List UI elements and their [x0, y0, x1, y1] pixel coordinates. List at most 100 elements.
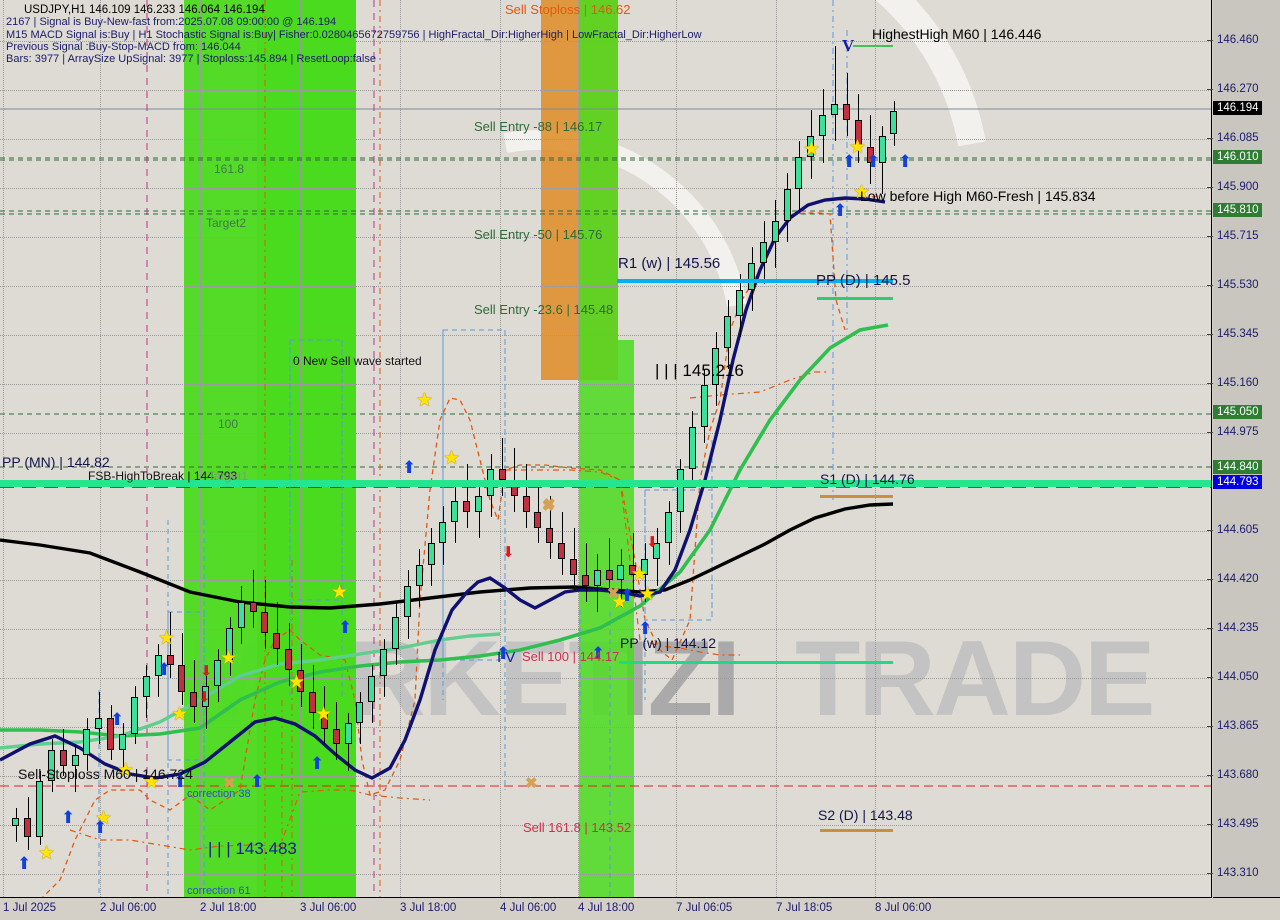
candle-body	[60, 749, 67, 766]
candle-wick	[253, 569, 254, 629]
price-tick-label: 145.530	[1217, 279, 1259, 291]
price-tick: 146.085	[1207, 132, 1259, 144]
annotation-sell-stoploss-m60: Sell-Stoploss M60 | 146.724	[18, 766, 193, 782]
time-tick-label: 3 Jul 18:00	[400, 902, 457, 914]
grid-line-vertical	[300, 0, 301, 897]
candle-body	[285, 649, 292, 671]
chart-header-line5: Bars: 3977 | ArraySize UpSignal: 3977 | …	[6, 53, 376, 66]
chart-header-line2: 2167 | Signal is Buy-New-fast from:2025.…	[6, 16, 337, 29]
price-tick-label: 143.680	[1217, 769, 1259, 781]
candle-wick	[75, 744, 76, 793]
candle-body	[689, 427, 696, 470]
candle-body	[119, 733, 126, 750]
grid-line-horizontal	[0, 629, 1211, 630]
candle-body	[724, 316, 731, 348]
candle-body	[333, 728, 340, 745]
candle-body	[701, 384, 708, 428]
r1-weekly-line	[617, 279, 893, 283]
grid-line-horizontal	[0, 384, 1211, 385]
candle-wick	[586, 543, 587, 602]
price-tick-label: 146.085	[1217, 132, 1259, 144]
price-tick: 145.715	[1207, 230, 1259, 242]
candle-body	[131, 696, 138, 734]
price-tick: 146.460	[1207, 34, 1259, 46]
time-tick-label: 3 Jul 06:00	[300, 902, 357, 914]
level-badge-145050: 145.050	[1213, 405, 1262, 419]
grid-line-horizontal	[0, 874, 1211, 875]
grid-line-horizontal	[0, 188, 1211, 189]
price-tick-label: 145.160	[1217, 377, 1259, 389]
candle-body	[534, 511, 541, 528]
grid-line-horizontal	[0, 433, 1211, 434]
grid-line-horizontal	[0, 237, 1211, 238]
logo-swoosh-1	[320, 0, 1100, 580]
candle-body	[712, 347, 719, 385]
price-tick-label: 144.975	[1217, 426, 1259, 438]
time-tick-label: 7 Jul 18:05	[776, 902, 833, 914]
annotation-fib-100: 100	[218, 417, 239, 431]
candle-body	[368, 675, 375, 703]
grid-line-horizontal	[0, 41, 1211, 42]
band-green-3	[579, 0, 618, 897]
annotation-correction-61: correction 61	[187, 885, 251, 897]
candle-body	[439, 522, 446, 544]
candle-body	[499, 469, 506, 480]
grid-line-horizontal	[0, 286, 1211, 287]
grid-line-vertical	[400, 0, 401, 897]
candle-body	[890, 111, 897, 134]
fractal-v-glyph: V	[842, 36, 855, 55]
candle-wick	[538, 479, 539, 544]
candle-body	[523, 495, 530, 512]
candle-body	[250, 601, 257, 613]
annotation-fsb-high-to-break: FSB-HighToBreak | 144.793	[88, 469, 238, 483]
candle-body	[392, 617, 399, 650]
time-tick-label: 2 Jul 06:00	[100, 902, 157, 914]
annotation-sell-entry-88: Sell Entry -88 | 146.17	[474, 119, 603, 134]
annotation-sell-100: Sell 100 | 144.17	[522, 649, 620, 664]
grid-line-vertical	[875, 0, 876, 897]
pp-weekly-line	[619, 661, 893, 664]
price-tick: 144.050	[1207, 671, 1259, 683]
candle-body	[843, 104, 850, 121]
candle-body	[831, 104, 838, 116]
price-scale[interactable]: 146.460 146.270 146.085 145.900 145.715 145.5…	[1207, 0, 1280, 898]
candle-wick	[835, 46, 836, 142]
price-tick: 145.160	[1207, 377, 1259, 389]
annotation-pp-monthly: PP (MN) | 144.82	[2, 454, 110, 470]
fractal-box-3	[442, 329, 506, 661]
candle-body	[451, 501, 458, 523]
time-scale[interactable]: 1 Jul 2025 2 Jul 06:00 2 Jul 18:00 3 Jul 06…	[0, 899, 1280, 920]
candle-body	[190, 691, 197, 708]
s2-daily-line	[820, 829, 893, 832]
annotation-s2-daily: S2 (D) | 143.48	[818, 807, 913, 823]
candle-body	[214, 659, 221, 687]
chart-info-header: USDJPY,H1 146.109 146.233 146.064 146.19…	[6, 4, 702, 65]
candle-body	[677, 469, 684, 512]
candle-body	[463, 501, 470, 512]
candle-wick	[502, 437, 503, 496]
chart-plot-area[interactable]: MARKET IZI TRADE	[0, 0, 1212, 898]
candle-wick	[514, 448, 515, 512]
annotation-sell-entry-50: Sell Entry -50 | 145.76	[474, 227, 603, 242]
price-tick-label: 145.345	[1217, 328, 1259, 340]
annotation-sell-stoploss-top: Sell Stoploss | 146.62	[505, 2, 631, 17]
candle-body	[772, 220, 779, 242]
time-tick-label: 4 Jul 18:00	[578, 902, 635, 914]
candle-wick	[277, 601, 278, 666]
candle-wick	[847, 72, 848, 137]
current-price-badge: 146.194	[1213, 101, 1262, 115]
price-tick-label: 143.865	[1217, 720, 1259, 732]
candle-wick	[467, 464, 468, 528]
time-tick-label: 2 Jul 18:00	[200, 902, 257, 914]
annotation-r1-weekly: R1 (w) | 145.56	[618, 255, 721, 272]
chart-header-line1: USDJPY,H1 146.109 146.233 146.064 146.19…	[24, 4, 265, 16]
candle-body	[617, 564, 624, 581]
time-tick-label: 4 Jul 06:00	[500, 902, 557, 914]
price-tick: 144.420	[1207, 573, 1259, 585]
candle-body	[665, 511, 672, 544]
price-tick-label: 143.495	[1217, 818, 1259, 830]
price-tick: 144.605	[1207, 524, 1259, 536]
candle-body	[558, 543, 565, 560]
candle-body	[261, 612, 268, 634]
candle-wick	[194, 659, 195, 724]
